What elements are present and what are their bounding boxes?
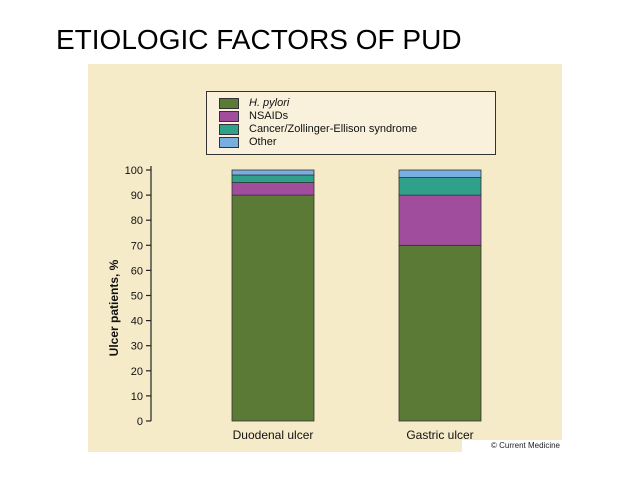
bar-segment-gastric-3 — [398, 169, 482, 178]
y-tick-label: 90 — [131, 190, 143, 202]
y-tick-label: 40 — [131, 316, 143, 328]
bar-segment-duodenal-1 — [231, 182, 315, 196]
slide-title: ETIOLOGIC FACTORS OF PUD — [56, 24, 462, 55]
legend-item-other: Other — [219, 136, 277, 148]
legend-item-cancer-zes: Cancer/Zollinger-Ellison syndrome — [219, 123, 417, 135]
y-tick-label: 0 — [137, 416, 143, 428]
legend-swatch-other — [219, 136, 239, 148]
legend-item-h-pylori: H. pylori — [219, 97, 289, 109]
legend-swatch-cancer-zes — [219, 123, 239, 135]
bar-segment-duodenal-3 — [231, 169, 315, 176]
bars — [231, 169, 482, 422]
y-tick-label: 20 — [131, 366, 143, 378]
x-category-label: Gastric ulcer — [406, 428, 473, 442]
legend-label: Other — [249, 136, 277, 148]
legend-item-nsaids: NSAIDs — [219, 110, 288, 122]
y-axis-label: Ulcer patients, % — [107, 259, 121, 356]
bar-segment-gastric-0 — [398, 244, 482, 422]
y-tick-label: 50 — [131, 291, 143, 303]
legend-label: H. pylori — [249, 97, 290, 109]
bar-segment-duodenal-0 — [231, 194, 315, 422]
bar-segment-duodenal-2 — [231, 174, 315, 183]
legend-label: Cancer/Zollinger-Ellison syndrome — [249, 123, 418, 135]
y-tick-label: 10 — [131, 391, 143, 403]
legend: H. pylori NSAIDs Cancer/Zollinger-Elliso… — [206, 91, 496, 155]
bar-segment-gastric-1 — [398, 194, 482, 246]
x-category-label: Duodenal ulcer — [233, 428, 314, 442]
y-tick-label: 100 — [125, 165, 143, 177]
y-tick-label: 80 — [131, 215, 143, 227]
legend-swatch-h-pylori — [219, 97, 239, 109]
y-tick-label: 70 — [131, 240, 143, 252]
image-credit: © Current Medicine — [462, 440, 562, 452]
axes: 0 10 20 30 40 50 60 70 80 90 100 Duodenal ulcer Gast… — [125, 165, 474, 442]
bar-segment-gastric-2 — [398, 177, 482, 196]
y-tick-label: 60 — [131, 265, 143, 277]
legend-swatch-nsaids — [219, 110, 239, 122]
y-tick-label: 30 — [131, 341, 143, 353]
legend-label: NSAIDs — [249, 110, 289, 122]
